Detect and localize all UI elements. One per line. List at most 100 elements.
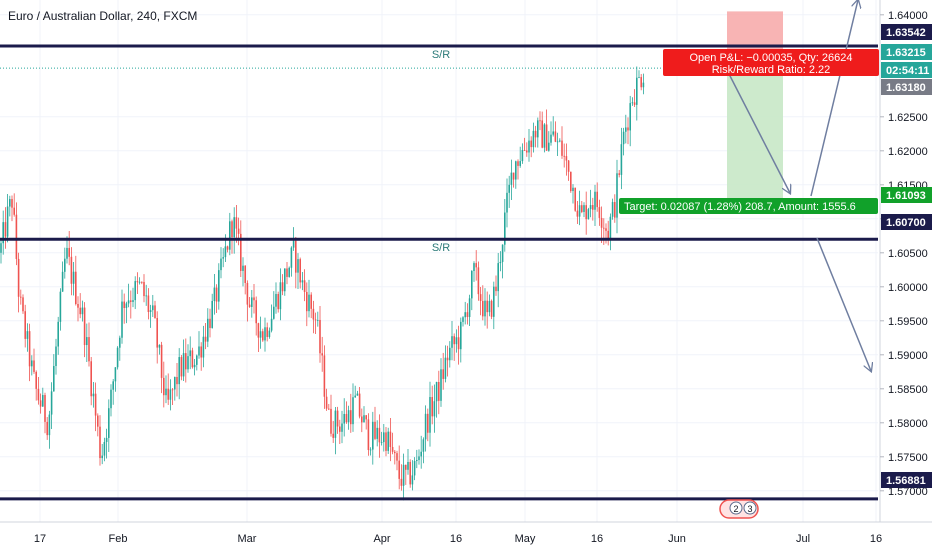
candle-body xyxy=(325,396,328,409)
candle-body xyxy=(455,337,458,345)
candle-body xyxy=(213,287,216,301)
candle-body xyxy=(61,271,64,292)
candle-body xyxy=(55,346,57,366)
candle-body xyxy=(490,300,493,317)
candle-body xyxy=(202,336,205,358)
event-marker[interactable] xyxy=(729,501,743,515)
candle-body xyxy=(306,291,308,312)
candle-body xyxy=(581,205,583,212)
candle-body xyxy=(556,141,559,143)
candle-body xyxy=(471,270,473,299)
price-label-box xyxy=(881,187,932,203)
candle-body xyxy=(396,453,398,461)
candle-body xyxy=(50,391,53,415)
candle-body xyxy=(352,397,354,425)
candle-body xyxy=(222,257,224,259)
candle-body xyxy=(39,400,42,407)
price-label: 1.63542 xyxy=(886,27,926,39)
price-label-box xyxy=(881,79,932,95)
candle-body xyxy=(631,102,634,104)
projection-arrow[interactable] xyxy=(727,71,790,193)
candle-body xyxy=(499,261,502,264)
candle-body xyxy=(578,205,581,217)
candle-body xyxy=(171,389,174,391)
projection-arrows[interactable] xyxy=(727,0,871,371)
candle-body xyxy=(103,441,106,456)
candle-body xyxy=(240,233,242,271)
candle-body xyxy=(323,355,326,397)
candle-body xyxy=(255,300,257,324)
candle-body xyxy=(493,286,495,317)
candle-body xyxy=(510,172,513,185)
candle-body xyxy=(427,413,429,433)
candle-body xyxy=(365,415,367,420)
candle-body xyxy=(286,268,288,277)
sr-levels[interactable]: S/R S/R xyxy=(0,44,878,501)
candle-body xyxy=(451,336,453,348)
candle-body xyxy=(543,124,546,148)
candle-body xyxy=(86,337,88,346)
candle-body xyxy=(244,265,246,283)
price-tick-label: 1.58500 xyxy=(888,384,928,396)
candle-body xyxy=(193,364,196,368)
price-tick-label: 1.57000 xyxy=(888,486,928,498)
candle-body xyxy=(130,300,132,302)
candle-body xyxy=(394,451,396,454)
candle-body xyxy=(552,131,554,135)
candle-body xyxy=(72,271,75,284)
candle-body xyxy=(178,357,180,385)
price-label: 1.60700 xyxy=(886,217,926,229)
candle-body xyxy=(636,77,638,105)
event-marker[interactable] xyxy=(743,501,757,515)
candle-body xyxy=(235,217,238,229)
candle-body xyxy=(400,478,403,486)
price-label-box xyxy=(881,24,932,40)
candle-body xyxy=(246,282,249,305)
price-tick-label: 1.60500 xyxy=(888,248,928,260)
candle-body xyxy=(488,300,491,313)
candle-body xyxy=(59,291,62,322)
candle-body xyxy=(457,337,460,350)
candle-body xyxy=(44,395,46,422)
candle-body xyxy=(460,321,462,350)
candle-body xyxy=(187,356,189,370)
candle-body xyxy=(125,303,128,309)
candle-body xyxy=(363,415,365,423)
candle-body xyxy=(35,371,37,389)
candle-body xyxy=(330,408,332,434)
candle-body xyxy=(642,82,645,88)
candle-body xyxy=(259,331,262,338)
candle-body xyxy=(332,433,334,438)
candle-body xyxy=(57,321,59,347)
price-axis[interactable]: 1.57000 1.57500 1.58000 1.58500 1.59000 1.595… xyxy=(879,0,932,550)
price-label-box xyxy=(881,472,932,488)
candle-body xyxy=(442,369,444,379)
price-label: 1.56881 xyxy=(886,475,926,487)
projection-arrow[interactable] xyxy=(810,0,858,197)
candle-body xyxy=(440,369,442,401)
candle-body xyxy=(156,318,158,348)
candle-body xyxy=(389,431,392,447)
candle-body xyxy=(526,150,528,153)
candle-body xyxy=(28,331,31,367)
candle-body xyxy=(215,287,218,302)
candle-body xyxy=(53,365,55,392)
candle-body xyxy=(31,360,33,367)
candle-body xyxy=(385,432,387,451)
candle-body xyxy=(226,246,229,250)
candle-body xyxy=(273,306,275,319)
candle-body xyxy=(614,202,616,218)
candle-body xyxy=(600,217,603,228)
candle-body xyxy=(537,120,539,138)
candle-body xyxy=(13,207,15,215)
candle-body xyxy=(319,319,321,354)
candle-body xyxy=(77,303,79,308)
candle-body xyxy=(620,144,623,175)
candle-body xyxy=(185,353,187,370)
candle-body xyxy=(200,346,202,358)
projection-arrow[interactable] xyxy=(816,237,871,371)
time-axis[interactable]: 17 Feb Mar Apr 16 May 16 Jun Jul 16 xyxy=(0,521,932,550)
time-tick-label: Apr xyxy=(373,533,390,545)
